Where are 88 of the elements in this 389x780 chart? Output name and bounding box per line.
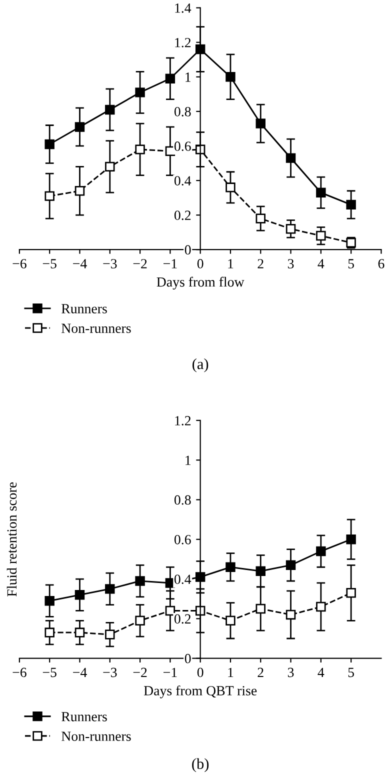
x-axis-title: Days from QBT rise: [144, 686, 257, 698]
point: [256, 214, 266, 224]
x-tick-label: −6: [12, 668, 26, 678]
y-tick-label: 0.8: [174, 495, 191, 505]
y-tick-label: 1.2: [175, 416, 191, 426]
point: [44, 191, 54, 201]
legend-label: Runners: [62, 304, 107, 314]
y-tick-label: 0.6: [174, 534, 191, 544]
point: [286, 560, 296, 570]
x-tick-label: −1: [163, 259, 177, 268]
point: [44, 139, 54, 150]
point: [44, 596, 54, 606]
point: [105, 162, 115, 172]
x-tick-label: 0: [197, 259, 204, 268]
y-tick-label: 0.8: [174, 107, 191, 116]
point: [135, 576, 145, 586]
x-tick-label: 0: [197, 668, 204, 678]
point: [165, 606, 176, 616]
point: [135, 144, 145, 154]
point: [135, 616, 145, 626]
y-tick-label: 0.6: [174, 142, 191, 151]
point: [226, 616, 236, 626]
x-tick-label: 1: [228, 259, 234, 268]
x-tick-label: 5: [348, 668, 354, 678]
x-tick-label: −5: [42, 259, 56, 268]
point: [286, 153, 296, 163]
point: [346, 588, 356, 598]
point: [346, 534, 356, 544]
point: [286, 610, 296, 620]
x-tick-label: −2: [133, 668, 147, 677]
x-tick-label: −5: [42, 668, 56, 678]
y-tick-label: 0.2: [174, 210, 191, 220]
point: [44, 628, 54, 638]
point: [346, 200, 356, 210]
point: [74, 122, 85, 132]
point: [74, 186, 85, 196]
point: [256, 118, 266, 128]
x-tick-label: −6: [12, 259, 26, 268]
point: [226, 182, 236, 192]
x-tick-label: 2: [258, 668, 264, 677]
y-tick-label: 0.4: [174, 574, 192, 584]
point: [286, 224, 296, 234]
x-tick-label: −3: [103, 259, 117, 268]
x-tick-label: 1: [228, 668, 234, 677]
x-tick-label: 4: [318, 259, 324, 268]
point: [316, 602, 326, 612]
x-tick-label: 6: [378, 259, 384, 268]
y-tick-label: 1: [186, 456, 190, 465]
point: [256, 604, 266, 614]
x-tick-label: 5: [348, 259, 354, 268]
x-tick-label: 3: [288, 259, 294, 268]
point: [165, 74, 176, 84]
legend-label: Runners: [62, 712, 107, 722]
point: [316, 188, 326, 198]
y-tick-label: 0: [184, 654, 191, 664]
y-tick-label: 1.2: [175, 38, 191, 48]
point: [316, 546, 326, 556]
point: [195, 144, 206, 154]
x-tick-label: −4: [73, 259, 87, 268]
point: [226, 72, 236, 82]
point: [135, 88, 145, 98]
point: [195, 572, 206, 582]
point: [105, 584, 115, 594]
point: [74, 628, 85, 638]
point: [226, 562, 236, 572]
x-tick-label: 2: [258, 259, 264, 268]
y-tick-label: 0: [184, 245, 191, 255]
x-tick-label: −2: [133, 259, 147, 268]
y-tick-label: 1.4: [175, 3, 192, 13]
point: [105, 630, 115, 640]
point: [316, 230, 326, 241]
x-axis-title: Days from flow: [156, 276, 244, 290]
text: (a): [192, 358, 208, 372]
y-tick-label: 0.2: [174, 614, 191, 624]
legend-label: Non-runners: [62, 732, 131, 741]
x-tick-label: −4: [73, 668, 87, 677]
y-tick-label: 1: [186, 72, 190, 82]
x-tick-label: 3: [288, 668, 294, 678]
point: [256, 566, 266, 576]
text: (b): [192, 758, 209, 772]
point: [74, 590, 85, 600]
x-tick-label: −3: [103, 668, 117, 678]
y-axis-title: Fluid retention score: [6, 482, 17, 596]
legend-label: Non-runners: [62, 324, 131, 333]
x-tick-label: −1: [163, 668, 177, 677]
x-tick-label: 4: [318, 668, 324, 677]
y-tick-label: 0.4: [174, 176, 192, 186]
point: [105, 104, 115, 115]
